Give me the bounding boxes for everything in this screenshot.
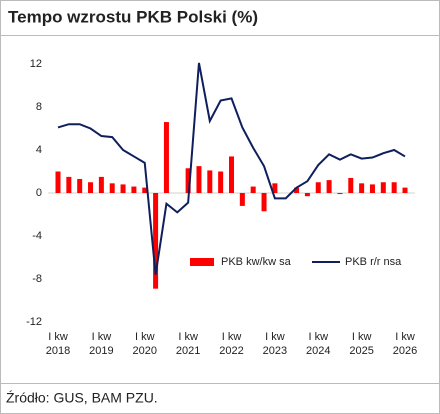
chart-title: Tempo wzrostu PKB Polski (%): [8, 7, 258, 26]
bar: [348, 177, 354, 193]
bar: [239, 193, 245, 206]
y-tick-label: -8: [32, 273, 42, 285]
x-tick-label: I kw 2020: [132, 331, 157, 357]
bar: [359, 183, 365, 193]
x-tick-label: I kw 2018: [45, 331, 71, 357]
x-tick-label: I kw 2021: [175, 331, 201, 357]
legend-label: PKB r/r nsa: [345, 256, 402, 268]
bar: [98, 176, 104, 193]
x-tick-label: I kw 2019: [89, 331, 114, 357]
bar: [304, 193, 310, 197]
bar: [120, 184, 126, 193]
bar: [163, 122, 169, 193]
bar: [109, 183, 115, 193]
x-tick-label: I kw 2026: [392, 331, 418, 357]
bar: [229, 156, 234, 193]
bar: [196, 166, 202, 193]
bar: [218, 171, 224, 193]
bar: [55, 171, 61, 193]
bar: [77, 179, 83, 193]
y-tick-label: -4: [32, 230, 42, 242]
bar: [369, 184, 375, 193]
bar: [153, 193, 159, 289]
legend-label: PKB kw/kw sa: [221, 256, 292, 268]
x-tick-label: I kw 2024: [306, 331, 331, 357]
bar: [402, 187, 408, 193]
bar: [88, 182, 94, 193]
bar: [131, 186, 137, 193]
line: [57, 62, 406, 275]
bar: [261, 193, 267, 212]
y-tick-label: 8: [36, 101, 42, 113]
y-tick-label: -12: [26, 316, 42, 328]
bar: [185, 168, 191, 193]
bar: [207, 170, 213, 193]
bar: [391, 182, 397, 193]
bar: [142, 187, 148, 193]
y-tick-label: 4: [36, 144, 42, 156]
bar: [337, 193, 343, 195]
legend-swatch: [190, 258, 214, 266]
bar: [380, 182, 386, 193]
x-tick-label: I kw 2025: [349, 331, 374, 357]
source: Źródło: GUS, BAM PZU.: [6, 390, 158, 406]
bar: [315, 182, 321, 193]
x-tick-label: I kw 2023: [262, 331, 288, 357]
y-tick-label: 0: [36, 187, 42, 199]
bar: [272, 183, 278, 193]
bar: [66, 176, 72, 193]
y-tick-label: 12: [30, 58, 42, 70]
bar: [326, 180, 332, 193]
bar: [250, 186, 256, 193]
x-tick-label: I kw 2022: [219, 331, 244, 357]
bar: [294, 187, 300, 193]
